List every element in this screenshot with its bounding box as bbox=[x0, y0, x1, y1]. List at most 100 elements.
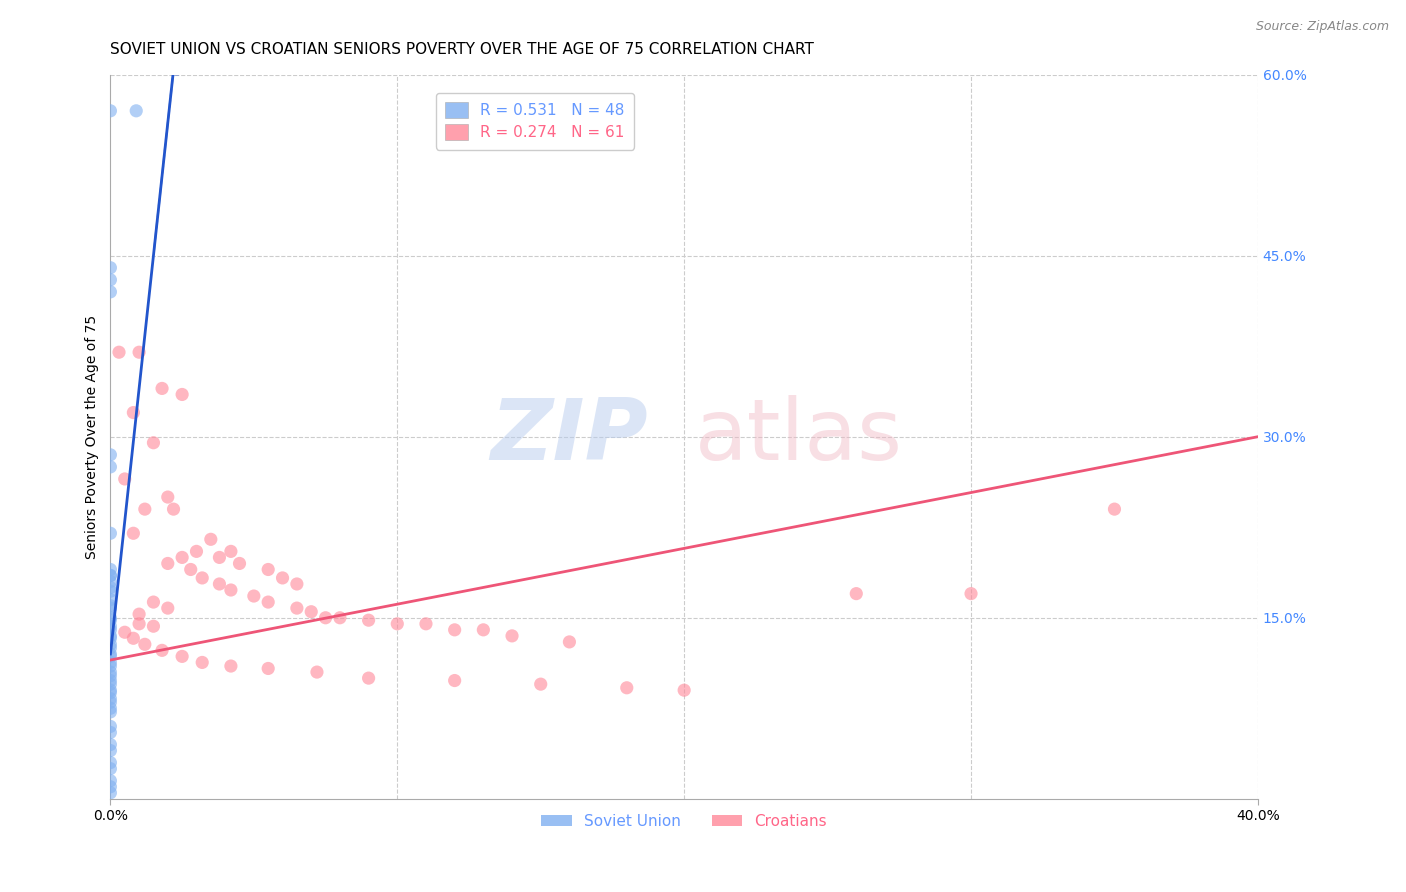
Point bbox=[100, 613, 122, 627]
Point bbox=[100, 669, 122, 683]
Point bbox=[315, 611, 337, 625]
Point bbox=[228, 557, 250, 571]
Point bbox=[243, 589, 266, 603]
Point bbox=[156, 557, 179, 571]
Point bbox=[100, 685, 122, 699]
Point bbox=[100, 773, 122, 788]
Point bbox=[100, 568, 122, 582]
Point bbox=[128, 607, 150, 622]
Point bbox=[108, 345, 131, 359]
Point bbox=[100, 677, 122, 691]
Point bbox=[100, 656, 122, 670]
Point bbox=[100, 568, 122, 582]
Point bbox=[100, 581, 122, 595]
Point bbox=[1104, 502, 1126, 516]
Point bbox=[100, 632, 122, 646]
Point bbox=[191, 571, 214, 585]
Point bbox=[100, 786, 122, 800]
Point bbox=[156, 490, 179, 504]
Point bbox=[150, 381, 173, 395]
Point bbox=[472, 623, 495, 637]
Point bbox=[558, 635, 581, 649]
Point bbox=[285, 601, 308, 615]
Point bbox=[299, 605, 322, 619]
Point bbox=[100, 780, 122, 794]
Point bbox=[122, 406, 145, 420]
Point bbox=[415, 616, 437, 631]
Point bbox=[100, 526, 122, 541]
Text: ZIP: ZIP bbox=[491, 395, 648, 478]
Point bbox=[150, 643, 173, 657]
Point bbox=[257, 595, 280, 609]
Point bbox=[616, 681, 638, 695]
Point bbox=[100, 659, 122, 673]
Point bbox=[156, 601, 179, 615]
Point bbox=[100, 459, 122, 474]
Point bbox=[443, 673, 465, 688]
Point bbox=[100, 691, 122, 706]
Point bbox=[530, 677, 553, 691]
Point bbox=[172, 550, 194, 565]
Point bbox=[162, 502, 184, 516]
Point bbox=[100, 673, 122, 688]
Point bbox=[100, 619, 122, 633]
Point bbox=[100, 762, 122, 776]
Point bbox=[114, 472, 136, 486]
Point bbox=[172, 387, 194, 401]
Text: SOVIET UNION VS CROATIAN SENIORS POVERTY OVER THE AGE OF 75 CORRELATION CHART: SOVIET UNION VS CROATIAN SENIORS POVERTY… bbox=[111, 42, 814, 57]
Point bbox=[100, 738, 122, 752]
Point bbox=[100, 683, 122, 698]
Point bbox=[305, 665, 328, 679]
Point bbox=[128, 345, 150, 359]
Point bbox=[122, 526, 145, 541]
Point bbox=[100, 705, 122, 719]
Point bbox=[257, 562, 280, 576]
Point bbox=[357, 613, 380, 627]
Point bbox=[208, 550, 231, 565]
Point bbox=[100, 574, 122, 589]
Point bbox=[387, 616, 409, 631]
Point bbox=[191, 656, 214, 670]
Point bbox=[285, 577, 308, 591]
Point bbox=[960, 587, 983, 601]
Point bbox=[180, 562, 202, 576]
Point bbox=[100, 623, 122, 637]
Point bbox=[100, 260, 122, 275]
Point bbox=[100, 562, 122, 576]
Point bbox=[100, 640, 122, 655]
Point bbox=[172, 649, 194, 664]
Point bbox=[100, 584, 122, 599]
Point bbox=[219, 659, 242, 673]
Point bbox=[134, 502, 156, 516]
Point bbox=[257, 661, 280, 675]
Point bbox=[845, 587, 868, 601]
Point bbox=[443, 623, 465, 637]
Point bbox=[329, 611, 352, 625]
Point bbox=[219, 544, 242, 558]
Point bbox=[100, 725, 122, 739]
Point bbox=[100, 695, 122, 709]
Point bbox=[100, 592, 122, 607]
Y-axis label: Seniors Poverty Over the Age of 75: Seniors Poverty Over the Age of 75 bbox=[86, 315, 100, 558]
Point bbox=[219, 582, 242, 597]
Point bbox=[100, 756, 122, 770]
Point bbox=[200, 533, 222, 547]
Point bbox=[134, 637, 156, 651]
Point bbox=[142, 619, 165, 633]
Point bbox=[125, 103, 148, 118]
Text: atlas: atlas bbox=[695, 395, 903, 478]
Point bbox=[100, 103, 122, 118]
Point bbox=[100, 601, 122, 615]
Point bbox=[114, 625, 136, 640]
Point bbox=[271, 571, 294, 585]
Point bbox=[186, 544, 208, 558]
Point bbox=[100, 743, 122, 757]
Point bbox=[100, 448, 122, 462]
Point bbox=[142, 595, 165, 609]
Point bbox=[100, 701, 122, 715]
Point bbox=[100, 611, 122, 625]
Point bbox=[100, 273, 122, 287]
Point bbox=[100, 629, 122, 643]
Point bbox=[100, 647, 122, 661]
Point bbox=[100, 649, 122, 664]
